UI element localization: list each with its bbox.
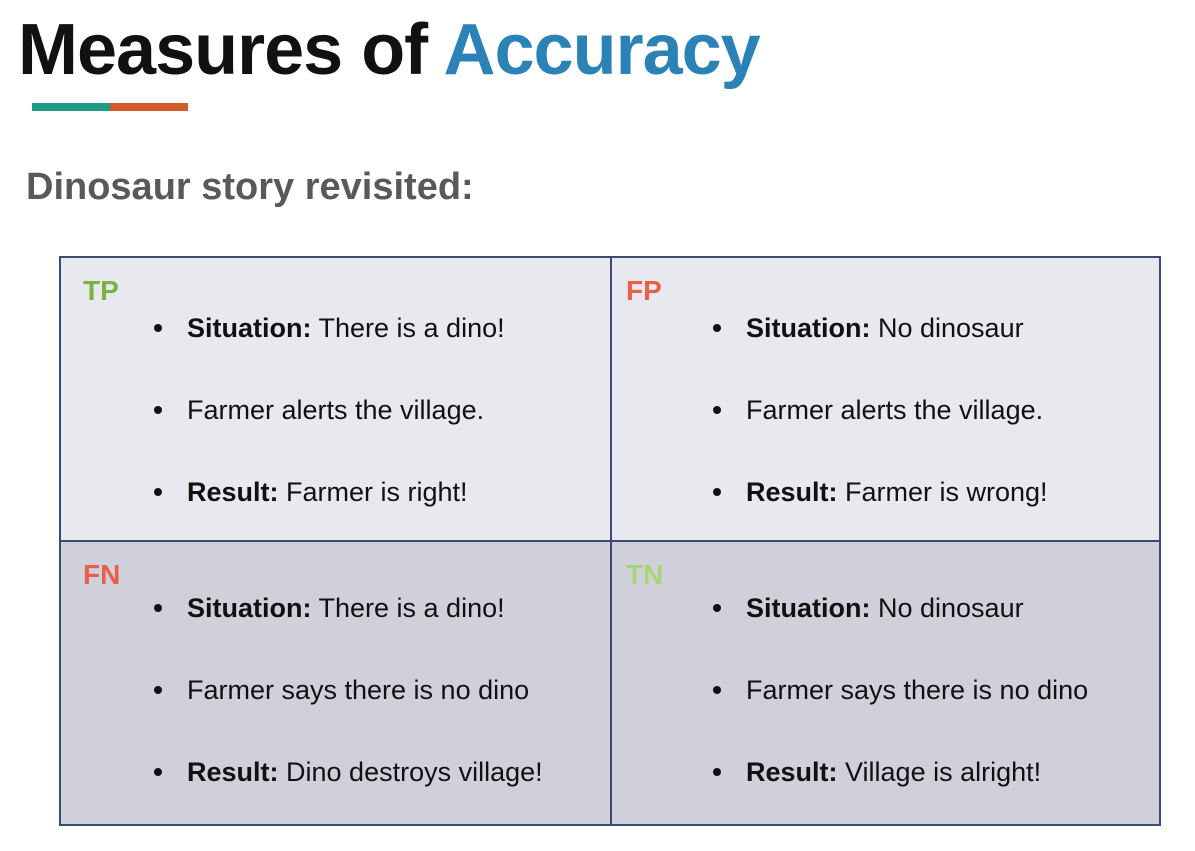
bullet-text: Farmer says there is no dino	[746, 675, 1089, 705]
bullet-bold-text: Situation:	[187, 593, 312, 623]
bullet-item: Farmer alerts the village.	[710, 390, 1048, 472]
cell-false-negative: FN Situation: There is a dino! Farmer sa…	[61, 542, 612, 824]
underline-segment-green	[32, 103, 110, 111]
bullet-text: Farmer alerts the village.	[187, 395, 485, 425]
bullet-item: Situation: There is a dino!	[151, 308, 505, 390]
bullet-text: Village is alright!	[837, 757, 1042, 787]
cell-label-fn: FN	[83, 559, 121, 590]
cell-label-tp: TP	[83, 275, 119, 306]
bullet-text: No dinosaur	[870, 593, 1024, 623]
bullet-item: Farmer says there is no dino	[710, 670, 1088, 752]
bullet-text: Farmer alerts the village.	[746, 395, 1044, 425]
bullet-text: There is a dino!	[311, 313, 505, 343]
bullet-text: Farmer is right!	[278, 477, 468, 507]
bullet-text: Farmer is wrong!	[837, 477, 1048, 507]
page-title: Measures of Accuracy	[18, 8, 761, 92]
cell-label-fp: FP	[626, 275, 662, 306]
bullet-bold-text: Result:	[746, 477, 838, 507]
bullet-item: Result: Dino destroys village!	[151, 752, 543, 824]
bullet-item: Farmer alerts the village.	[151, 390, 505, 472]
title-underline	[32, 103, 188, 111]
bullet-bold-text: Situation:	[187, 313, 312, 343]
cell-label-tn: TN	[626, 559, 664, 590]
bullet-bold-text: Situation:	[746, 313, 871, 343]
bullet-bold-text: Result:	[187, 477, 279, 507]
bullet-list-fn: Situation: There is a dino! Farmer says …	[151, 588, 543, 824]
bullet-item: Situation: There is a dino!	[151, 588, 543, 670]
cell-false-positive: FP Situation: No dinosaur Farmer alerts …	[612, 258, 1159, 542]
section-subtitle: Dinosaur story revisited:	[26, 166, 474, 208]
bullet-list-tn: Situation: No dinosaur Farmer says there…	[710, 588, 1088, 824]
bullet-text: No dinosaur	[870, 313, 1024, 343]
bullet-text: Farmer says there is no dino	[187, 675, 530, 705]
cell-true-negative: TN Situation: No dinosaur Farmer says th…	[612, 542, 1159, 824]
confusion-matrix-table: TP Situation: There is a dino! Farmer al…	[59, 256, 1161, 826]
bullet-item: Situation: No dinosaur	[710, 308, 1048, 390]
bullet-text: There is a dino!	[311, 593, 505, 623]
bullet-text: Dino destroys village!	[278, 757, 543, 787]
bullet-list-tp: Situation: There is a dino! Farmer alert…	[151, 308, 505, 540]
bullet-bold-text: Situation:	[746, 593, 871, 623]
bullet-item: Result: Farmer is right!	[151, 472, 505, 540]
title-word-accuracy: Accuracy	[443, 10, 761, 90]
bullet-bold-text: Result:	[187, 757, 279, 787]
bullet-item: Result: Farmer is wrong!	[710, 472, 1048, 540]
bullet-item: Farmer says there is no dino	[151, 670, 543, 752]
bullet-item: Situation: No dinosaur	[710, 588, 1088, 670]
bullet-item: Result: Village is alright!	[710, 752, 1088, 824]
cell-true-positive: TP Situation: There is a dino! Farmer al…	[61, 258, 612, 542]
title-word-measures-of: Measures of	[18, 10, 428, 90]
bullet-list-fp: Situation: No dinosaur Farmer alerts the…	[710, 308, 1048, 540]
underline-segment-orange	[110, 103, 188, 111]
bullet-bold-text: Result:	[746, 757, 838, 787]
